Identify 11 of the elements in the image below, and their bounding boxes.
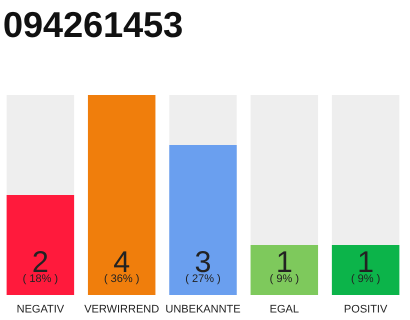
x-tick-label: POSITIV xyxy=(344,304,388,316)
annotation: ( 18% ) xyxy=(22,273,58,285)
x-tick-label: EGAL xyxy=(270,304,299,316)
x-tick-label: NEGATIV xyxy=(16,304,65,316)
annotation: ( 27% ) xyxy=(185,273,221,285)
annotation: ( 9% ) xyxy=(270,273,299,285)
chart-title: 094261453 xyxy=(3,4,184,45)
x-tick-label: VERWIRREND xyxy=(84,304,160,316)
annotation: ( 36% ) xyxy=(104,273,140,285)
annotation: ( 9% ) xyxy=(350,273,380,285)
x-tick-label: UNBEKANNTE xyxy=(165,304,241,316)
